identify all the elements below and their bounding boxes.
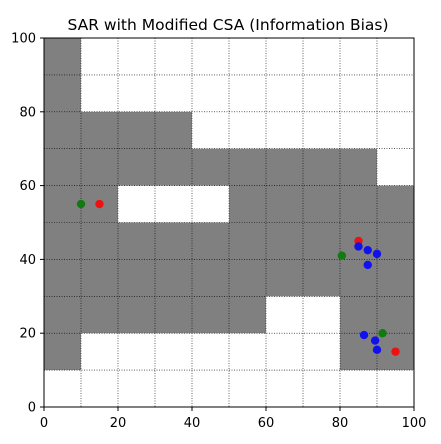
free-cutout-layer [118, 185, 340, 371]
obstacle-region [44, 38, 81, 371]
x-tick-label: 60 [258, 416, 275, 431]
blue-point [354, 242, 363, 251]
y-tick-label: 20 [19, 327, 36, 342]
green-point [337, 251, 347, 260]
blue-point [359, 330, 369, 340]
y-tick-label: 0 [28, 401, 36, 416]
blue-point [363, 245, 372, 255]
x-tick-label: 100 [402, 416, 427, 431]
x-axis: 0 20 40 60 80 100 [40, 407, 427, 431]
x-tick-label: 20 [110, 416, 127, 431]
y-tick-label: 100 [11, 32, 36, 47]
plot-frame [43, 37, 415, 408]
blue-point [372, 249, 382, 259]
axes-frame [43, 37, 415, 408]
grid-layer [44, 38, 414, 407]
x-tick-label: 40 [184, 416, 201, 431]
chart-title: SAR with Modified CSA (Information Bias) [67, 16, 388, 34]
y-tick-label: 40 [19, 253, 36, 268]
red-point [95, 199, 104, 209]
obstacle-region [377, 185, 414, 371]
blue-point [372, 345, 382, 355]
y-tick-label: 80 [19, 105, 36, 120]
x-tick-label: 0 [40, 416, 48, 431]
points-layer [76, 199, 400, 356]
y-tick-label: 60 [19, 179, 36, 194]
free-region [118, 185, 229, 223]
y-axis: 0 20 40 60 80 100 [11, 32, 44, 416]
blue-point [370, 336, 380, 345]
obstacle-layer [44, 38, 414, 371]
blue-point [363, 260, 372, 270]
red-point [391, 347, 400, 356]
green-point [378, 329, 387, 338]
x-tick-label: 80 [332, 416, 349, 431]
green-point [76, 199, 86, 209]
